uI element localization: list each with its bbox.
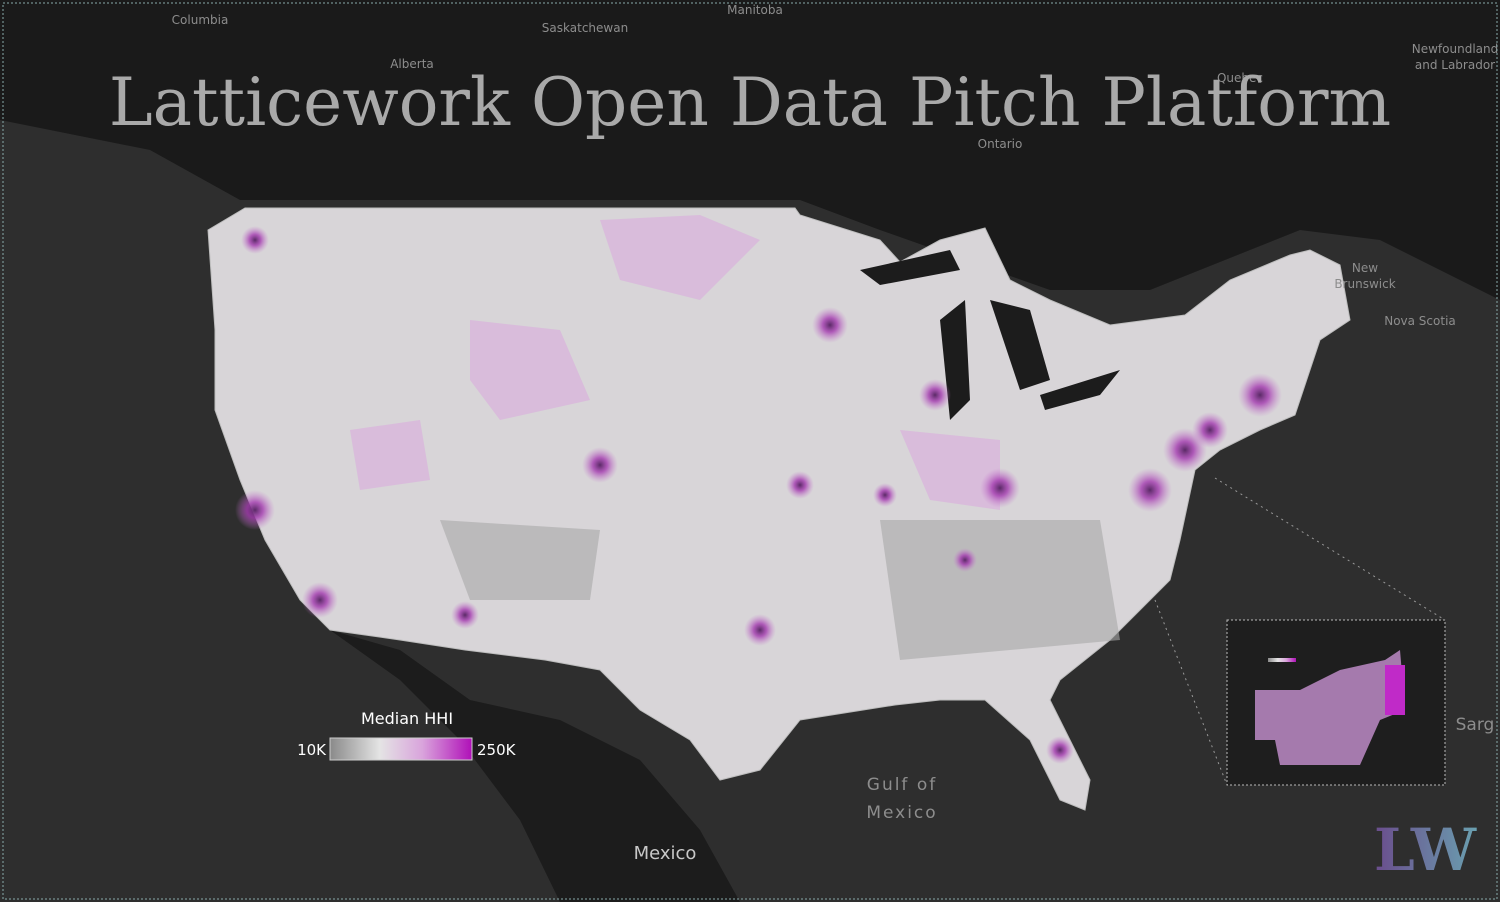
logo: LW — [1374, 816, 1477, 884]
land-north — [0, 0, 1500, 300]
inset-legend — [1268, 658, 1296, 662]
place-label: Nova Scotia — [1384, 314, 1456, 328]
metro — [1128, 468, 1172, 512]
metro — [953, 548, 977, 572]
metro — [873, 483, 897, 507]
legend-scale — [329, 737, 473, 761]
land-mexico — [330, 630, 740, 902]
metro — [451, 601, 479, 629]
metro-clusters — [235, 226, 1282, 764]
place-label: Newfoundland — [1412, 42, 1498, 56]
metro — [786, 471, 814, 499]
place-label: Mexico — [866, 803, 937, 823]
metro — [812, 307, 848, 343]
metro — [235, 490, 275, 530]
high-income-regions — [350, 215, 1000, 510]
place-label: New — [1352, 261, 1378, 275]
metro — [744, 614, 776, 646]
place-label: Mexico — [634, 843, 697, 864]
place-label: Columbia — [172, 13, 229, 27]
metro — [919, 379, 951, 411]
metro — [1192, 412, 1228, 448]
legend-max: 250K — [477, 741, 517, 759]
place-label: Ontario — [978, 137, 1023, 151]
place-label: Sarg — [1456, 715, 1495, 735]
place-label: Manitoba — [727, 3, 783, 17]
place-label: Brunswick — [1334, 277, 1395, 291]
metro — [980, 468, 1020, 508]
metro — [302, 582, 338, 618]
metro — [582, 447, 618, 483]
low-income-regions — [440, 520, 1120, 660]
legend: Median HHI 10K 250K — [297, 709, 517, 761]
place-label: Quebec — [1217, 71, 1263, 85]
metro — [241, 226, 269, 254]
legend-min: 10K — [297, 741, 327, 759]
legend-title: Median HHI — [361, 709, 453, 728]
inset-highlight — [1385, 665, 1405, 715]
place-label: and Labrador — [1415, 58, 1495, 72]
great-lakes — [860, 250, 1120, 420]
metro — [1238, 373, 1282, 417]
page-title: Latticework Open Data Pitch Platform — [109, 64, 1391, 141]
place-label: Alberta — [390, 57, 434, 71]
place-labels: Columbia Saskatchewan Manitoba Alberta Q… — [172, 3, 1499, 864]
inset-map — [1226, 619, 1446, 786]
metro — [1046, 736, 1074, 764]
inset-region — [1255, 650, 1405, 765]
place-label: Saskatchewan — [542, 21, 628, 35]
place-label: Gulf of — [867, 775, 937, 795]
